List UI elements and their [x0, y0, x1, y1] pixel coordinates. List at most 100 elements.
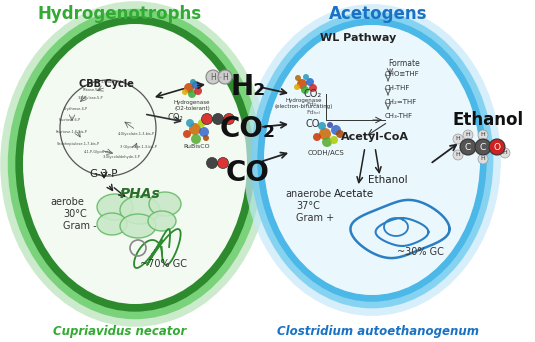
Text: PHAs: PHAs	[120, 187, 160, 201]
Text: Ethanol: Ethanol	[368, 175, 408, 185]
Text: Hydrogenase
(O2-tolerant): Hydrogenase (O2-tolerant)	[174, 100, 210, 111]
Text: G-3-P: G-3-P	[90, 169, 118, 179]
Text: Cupriavidus necator: Cupriavidus necator	[54, 325, 187, 338]
Text: WL Pathway: WL Pathway	[320, 33, 396, 43]
Text: Fdₕₑₗ: Fdₕₑₗ	[306, 109, 320, 115]
Text: H: H	[502, 150, 507, 156]
Text: CH-THF: CH-THF	[385, 85, 410, 91]
Circle shape	[294, 84, 300, 90]
Circle shape	[198, 119, 206, 127]
Circle shape	[331, 125, 341, 135]
Circle shape	[313, 133, 321, 141]
Circle shape	[336, 130, 344, 138]
Text: Hydrogenotrophs: Hydrogenotrophs	[38, 5, 202, 23]
Circle shape	[224, 114, 234, 124]
Text: C: C	[480, 143, 486, 152]
Circle shape	[303, 74, 309, 80]
Ellipse shape	[97, 194, 133, 220]
Circle shape	[182, 89, 188, 95]
Circle shape	[322, 137, 332, 147]
Circle shape	[188, 90, 196, 98]
Circle shape	[478, 130, 488, 140]
Ellipse shape	[97, 213, 127, 235]
Circle shape	[478, 154, 488, 164]
Circle shape	[194, 87, 202, 95]
Ellipse shape	[148, 211, 176, 231]
Circle shape	[453, 134, 463, 144]
Text: 3 Glycolate-1,3-bis-P: 3 Glycolate-1,3-bis-P	[119, 145, 156, 149]
Circle shape	[330, 136, 338, 144]
Text: H: H	[480, 157, 485, 161]
Text: CO₂: CO₂	[167, 113, 183, 121]
Text: Gram -: Gram -	[63, 221, 97, 231]
Text: CBB Cycle: CBB Cycle	[79, 79, 133, 89]
Text: H₂: H₂	[231, 73, 265, 101]
Text: CH₂=THF: CH₂=THF	[385, 99, 417, 105]
Text: Ethanol: Ethanol	[453, 111, 524, 129]
Circle shape	[318, 122, 326, 130]
Text: CHO≡THF: CHO≡THF	[385, 71, 420, 77]
Circle shape	[489, 139, 505, 155]
Text: 30°C: 30°C	[63, 209, 87, 219]
Text: 3-Ribulose-5-P: 3-Ribulose-5-P	[77, 96, 103, 100]
Text: H: H	[456, 136, 461, 142]
Circle shape	[184, 83, 194, 93]
Text: aerobe: aerobe	[50, 197, 84, 207]
Text: ~70% GC: ~70% GC	[140, 259, 187, 269]
Circle shape	[203, 135, 209, 141]
Text: H: H	[222, 73, 228, 81]
Text: Clostridium autoethanogenum: Clostridium autoethanogenum	[277, 325, 479, 338]
Circle shape	[475, 139, 491, 155]
Text: Fructose-6-P: Fructose-6-P	[59, 118, 81, 122]
Ellipse shape	[149, 192, 181, 216]
Circle shape	[206, 70, 220, 84]
Text: 3-Glycolaldehyde-3-P: 3-Glycolaldehyde-3-P	[103, 155, 141, 159]
Text: RuBisCO: RuBisCO	[184, 144, 210, 149]
Text: C: C	[465, 143, 471, 152]
Text: CODH/ACS: CODH/ACS	[308, 150, 345, 156]
Circle shape	[453, 150, 463, 160]
Circle shape	[301, 86, 309, 94]
Circle shape	[295, 75, 301, 81]
Circle shape	[192, 81, 200, 89]
Text: CH₃-THF: CH₃-THF	[385, 113, 413, 119]
Text: 3-Xylulose-5-P: 3-Xylulose-5-P	[101, 80, 126, 84]
Text: Fd₀ₓ: Fd₀ₓ	[306, 102, 319, 106]
Text: 4-1,P-Glycerate: 4-1,P-Glycerate	[84, 150, 112, 154]
Text: 4-Glycolate-1,3-bis-P: 4-Glycolate-1,3-bis-P	[118, 132, 155, 136]
Text: CO: CO	[306, 119, 320, 129]
Circle shape	[207, 158, 218, 169]
Text: CO₂: CO₂	[220, 115, 276, 143]
Circle shape	[183, 130, 191, 138]
Text: Acetate: Acetate	[334, 189, 374, 199]
Circle shape	[190, 79, 196, 85]
Text: Acetogens: Acetogens	[328, 5, 427, 23]
Text: Sedoheptulose-1,7-bis-P: Sedoheptulose-1,7-bis-P	[56, 142, 100, 146]
Text: H: H	[210, 73, 216, 81]
Text: Erythrose-4-P: Erythrose-4-P	[64, 107, 88, 111]
Circle shape	[202, 114, 212, 124]
Circle shape	[500, 148, 510, 158]
Ellipse shape	[264, 25, 480, 295]
Text: H: H	[456, 153, 461, 158]
Ellipse shape	[120, 196, 160, 224]
Text: ~30% GC: ~30% GC	[396, 247, 444, 257]
Circle shape	[327, 122, 333, 128]
Text: Fructose-1,6-bis-P: Fructose-1,6-bis-P	[56, 130, 88, 134]
Ellipse shape	[23, 24, 247, 304]
Text: H: H	[465, 132, 470, 137]
Text: O: O	[493, 143, 501, 152]
Circle shape	[306, 78, 314, 86]
Circle shape	[186, 119, 194, 127]
Text: Formate: Formate	[388, 60, 420, 68]
Text: 37°C: 37°C	[296, 201, 320, 211]
Circle shape	[309, 84, 317, 92]
Circle shape	[218, 158, 228, 169]
Text: CO₂: CO₂	[304, 89, 322, 99]
Circle shape	[189, 123, 201, 135]
Circle shape	[463, 130, 473, 140]
Text: Ribose-5-P: Ribose-5-P	[82, 88, 102, 92]
Circle shape	[191, 134, 201, 144]
Circle shape	[297, 79, 307, 89]
Text: Acetyl-CoA: Acetyl-CoA	[341, 132, 409, 142]
